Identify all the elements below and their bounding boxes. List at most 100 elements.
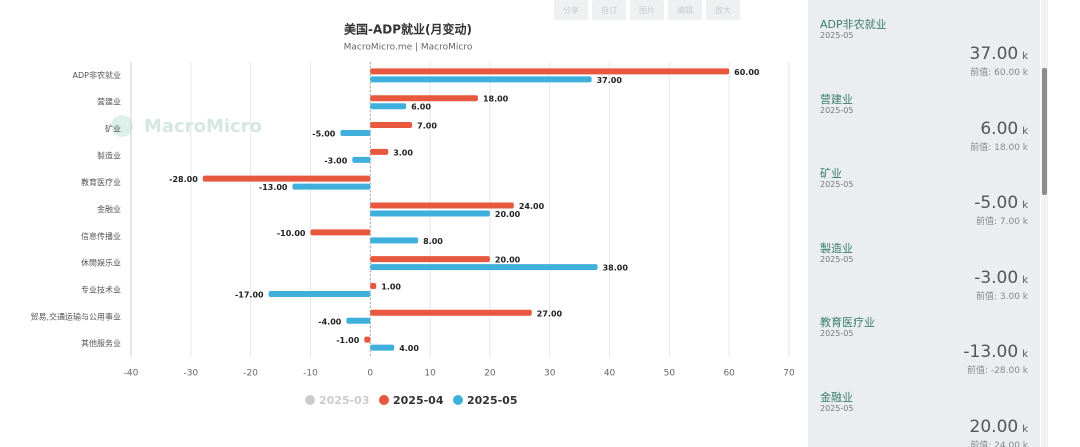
- bar: [370, 256, 490, 263]
- toolbar-button[interactable]: 分享: [554, 0, 588, 20]
- value-unit: k: [1022, 274, 1028, 286]
- data-label: -17.00: [235, 290, 264, 299]
- data-label: 8.00: [423, 237, 443, 246]
- toolbar-button[interactable]: 编辑: [668, 0, 702, 20]
- data-label: 27.00: [537, 309, 563, 318]
- toolbar-button[interactable]: 放大: [706, 0, 740, 20]
- sidebar: ADP非农就业 2025-05 37.00 k 前值: 60.00 k 营建业 2025-0…: [808, 0, 1040, 447]
- sidebar-item[interactable]: ADP非农就业 2025-05 37.00 k 前值: 60.00 k: [808, 0, 1028, 78]
- bar: [352, 156, 371, 163]
- bar: [370, 122, 413, 129]
- data-label: -5.00: [312, 130, 335, 139]
- item-date: 2025-05: [820, 31, 854, 40]
- data-label: 24.00: [519, 202, 545, 211]
- legend-marker: [305, 395, 315, 405]
- data-label: 20.00: [495, 210, 521, 219]
- bar: [202, 175, 371, 182]
- item-value: 6.00 k: [980, 119, 1028, 139]
- item-value: 20.00 k: [970, 417, 1028, 437]
- value-number: -3.00: [974, 267, 1019, 288]
- sidebar-item[interactable]: 矿业 2025-05 -5.00 k 前值: 7.00 k: [808, 149, 1028, 227]
- y-tick-label: ADP非农就业: [73, 70, 121, 80]
- bar: [370, 237, 419, 244]
- y-tick-label: 教育医疗业: [81, 177, 121, 187]
- legend-marker: [379, 395, 389, 405]
- value-unit: k: [1022, 200, 1028, 212]
- data-label: 37.00: [597, 76, 623, 85]
- sidebar-item[interactable]: 教育医疗业 2025-05 -13.00 k 前值: -28.00 k: [808, 298, 1028, 376]
- item-previous: 前值: 18.00 k: [970, 142, 1028, 153]
- value-number: -5.00: [974, 193, 1019, 214]
- data-label: -3.00: [324, 156, 347, 165]
- data-label: -1.00: [336, 336, 359, 345]
- item-name: 製造业: [820, 241, 853, 255]
- y-tick-label: 专业技术业: [81, 284, 121, 294]
- x-tick-label: 10: [424, 369, 436, 379]
- bar: [370, 76, 592, 83]
- data-label: 4.00: [399, 344, 419, 353]
- item-value: -5.00 k: [974, 193, 1028, 213]
- chart-subtitle: MacroMicro.me | MacroMicro: [344, 43, 473, 53]
- sidebar-item[interactable]: 製造业 2025-05 -3.00 k 前值: 3.00 k: [808, 224, 1028, 302]
- bar: [370, 68, 730, 75]
- y-tick-label: 休閒娱乐业: [81, 258, 121, 268]
- item-name: 营建业: [820, 92, 853, 106]
- x-tick-label: -10: [303, 369, 318, 379]
- x-tick-label: -20: [243, 369, 258, 379]
- bar: [310, 229, 371, 236]
- item-value: -3.00 k: [974, 268, 1028, 288]
- legend-label[interactable]: 2025-04: [393, 394, 444, 407]
- data-label: 18.00: [483, 95, 509, 104]
- sidebar-item[interactable]: 金融业 2025-05 20.00 k 前值: 24.00 k: [808, 373, 1028, 447]
- bar: [364, 336, 371, 343]
- bar: [370, 210, 490, 217]
- toolbar-button[interactable]: 图片: [630, 0, 664, 20]
- item-previous: 前值: 3.00 k: [975, 291, 1028, 302]
- bar: [370, 309, 532, 316]
- value-unit: k: [1022, 125, 1028, 137]
- item-date: 2025-05: [820, 180, 854, 190]
- bar: [370, 148, 389, 155]
- scrollbar: [1041, 0, 1048, 447]
- legend-label[interactable]: 2025-05: [467, 394, 518, 407]
- legend-marker: [453, 395, 463, 405]
- value-unit: k: [1022, 51, 1028, 62]
- data-label: 7.00: [417, 122, 437, 131]
- y-tick-label: 贸易,交通运输与公用事业: [30, 311, 121, 321]
- value-number: 20.00: [969, 417, 1019, 437]
- y-tick-label: 其他服务业: [81, 338, 121, 348]
- bar: [268, 290, 371, 297]
- bar: [346, 317, 371, 324]
- x-tick-label: 60: [723, 369, 735, 379]
- bar: [370, 95, 478, 102]
- bar: [370, 344, 395, 351]
- data-label: -28.00: [169, 175, 198, 184]
- chart: 美国-ADP就业(月变动) MacroMicro.me | MacroMicro…: [30, 22, 795, 408]
- chart-title: 美国-ADP就业(月变动): [344, 22, 472, 37]
- value-unit: k: [1022, 424, 1028, 435]
- value-number: -13.00: [963, 342, 1019, 363]
- data-label: 3.00: [393, 148, 413, 157]
- data-label: 6.00: [411, 103, 431, 112]
- item-previous: 前值: 7.00 k: [975, 217, 1028, 228]
- value-number: 6.00: [980, 118, 1019, 139]
- watermark-logo: [111, 115, 133, 137]
- toolbar-button[interactable]: 自订: [592, 0, 626, 20]
- bar: [370, 103, 407, 110]
- sidebar-item[interactable]: 营建业 2025-05 6.00 k 前值: 18.00 k: [808, 75, 1028, 153]
- legend-label[interactable]: 2025-03: [319, 394, 370, 407]
- data-label: 20.00: [495, 256, 521, 265]
- watermark: MacroMicro: [144, 116, 262, 137]
- x-tick-label: -30: [183, 369, 198, 379]
- item-value: -13.00 k: [963, 342, 1028, 362]
- value-unit: k: [1022, 349, 1028, 361]
- bar: [292, 183, 371, 190]
- data-label: 60.00: [734, 68, 760, 77]
- scrollbar-thumb[interactable]: [1042, 68, 1047, 195]
- value-number: 37.00: [969, 44, 1019, 64]
- data-label: -13.00: [259, 183, 288, 192]
- data-label: 1.00: [381, 282, 401, 291]
- bar: [340, 130, 371, 137]
- item-name: ADP非农就业: [820, 18, 887, 31]
